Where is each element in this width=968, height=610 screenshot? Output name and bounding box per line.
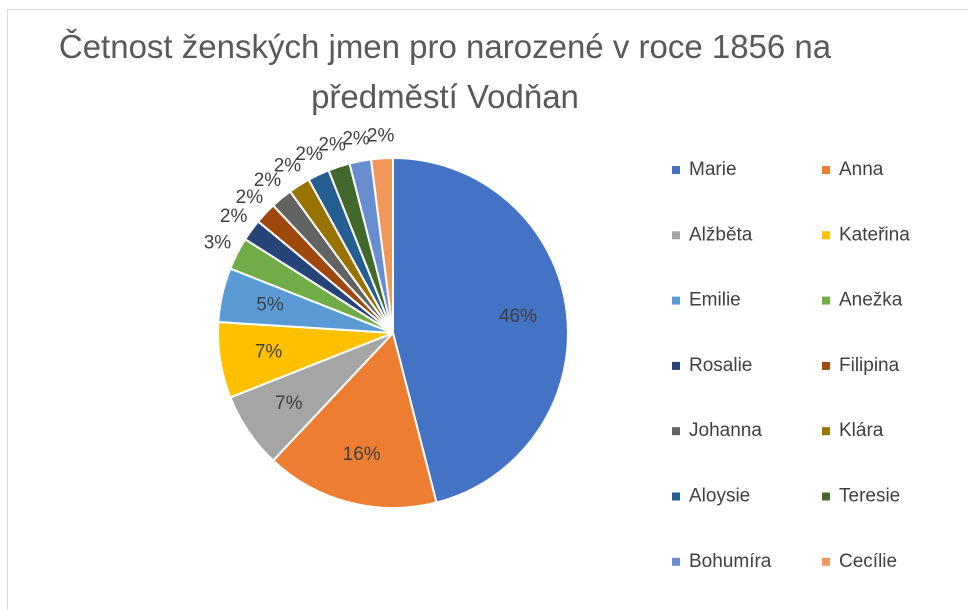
legend-marker xyxy=(672,361,680,370)
legend-label: Bohumíra xyxy=(689,551,772,572)
data-label: 5% xyxy=(256,295,284,316)
legend-marker xyxy=(822,557,830,566)
legend-marker xyxy=(822,427,830,436)
legend-label: Cecílie xyxy=(839,551,897,572)
legend-label: Filipina xyxy=(839,355,900,376)
data-label: 16% xyxy=(343,444,381,465)
data-label: 3% xyxy=(204,233,232,254)
legend-label: Anna xyxy=(839,159,884,180)
data-label: 7% xyxy=(275,393,303,414)
data-label: 2% xyxy=(295,144,323,165)
chart-border xyxy=(7,9,968,610)
legend-marker xyxy=(822,296,830,305)
chart-title: Četnost ženských jmen pro narozené v roc… xyxy=(58,28,832,115)
data-label: 2% xyxy=(342,129,370,150)
legend-label: Rosalie xyxy=(689,355,752,376)
legend-marker xyxy=(672,492,680,501)
legend-label: Alžběta xyxy=(689,224,753,245)
data-label: 2% xyxy=(274,156,302,177)
legend-label: Marie xyxy=(689,159,737,180)
data-label: 2% xyxy=(220,206,248,227)
legend-marker xyxy=(822,231,830,240)
legend-marker xyxy=(672,557,680,566)
data-label: 2% xyxy=(236,187,264,208)
legend-marker xyxy=(672,231,680,240)
data-label: 46% xyxy=(499,306,537,327)
data-label: 2% xyxy=(367,125,395,146)
pie-slice xyxy=(271,330,438,509)
legend-label: Kateřina xyxy=(839,224,910,245)
legend-marker xyxy=(822,166,830,174)
legend-marker xyxy=(672,166,680,174)
pie-slice xyxy=(369,156,394,334)
legend-label: Klára xyxy=(839,420,884,441)
legend-label: Aloysie xyxy=(689,486,750,507)
legend-marker xyxy=(822,361,830,370)
legend-label: Johanna xyxy=(689,420,762,441)
legend-marker xyxy=(672,427,680,436)
pie-slice xyxy=(392,156,569,504)
data-label: 7% xyxy=(255,342,283,363)
data-label: 2% xyxy=(318,135,346,156)
legend-label: Teresie xyxy=(839,486,900,507)
legend-marker xyxy=(672,296,680,305)
legend-label: Anežka xyxy=(839,290,903,311)
data-label: 2% xyxy=(254,170,282,191)
legend-marker xyxy=(822,492,830,501)
legend-label: Emilie xyxy=(689,290,741,311)
